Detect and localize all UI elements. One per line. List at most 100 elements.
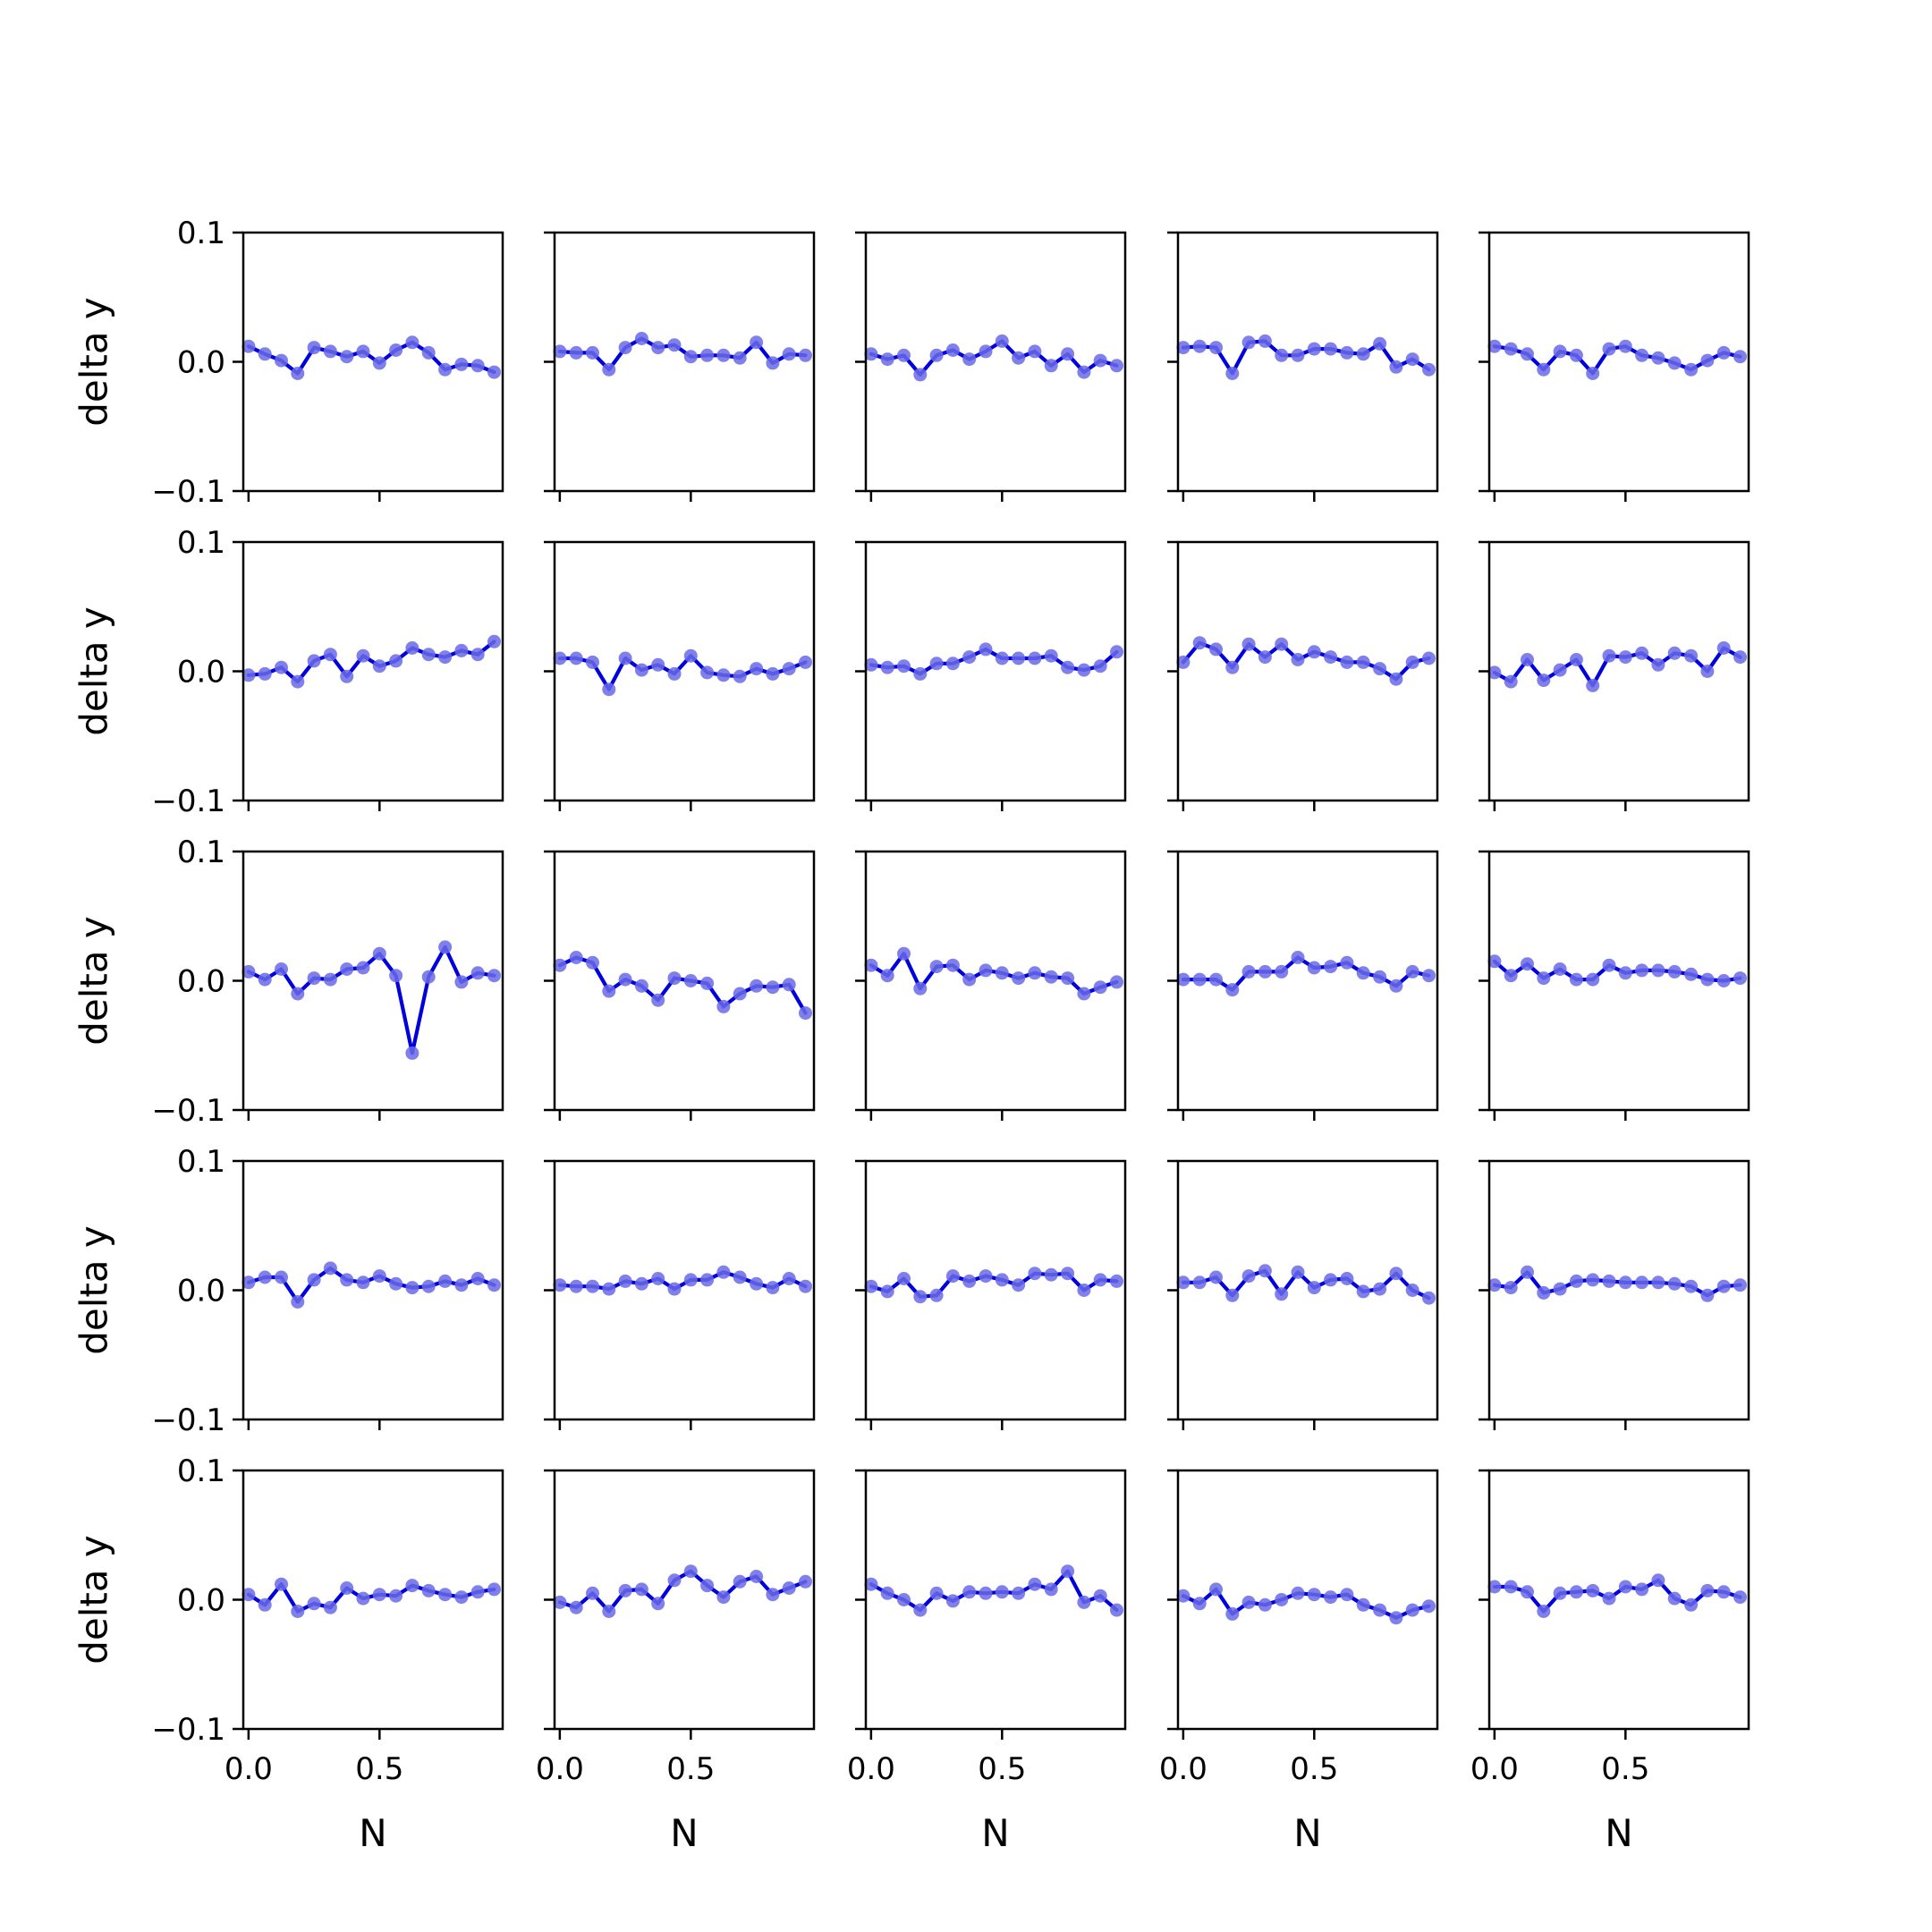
y-tick-label: −0.1 (151, 474, 225, 510)
y-tick-label: 0.1 (177, 216, 225, 251)
data-point (1340, 1272, 1354, 1285)
data-point (945, 958, 960, 972)
subplot-r4-c5 (1479, 1159, 1750, 1430)
data-point (1405, 655, 1419, 669)
data-point (1061, 660, 1075, 674)
y-tick-label: 0.1 (177, 1144, 225, 1180)
data-point (929, 657, 944, 671)
data-point (634, 663, 648, 677)
data-point (634, 1582, 648, 1597)
data-point (405, 335, 419, 350)
data-point (291, 1295, 305, 1309)
subplot-r2-c1: −0.1 0.0 0.1 delta y (72, 525, 504, 819)
data-point (372, 1588, 386, 1602)
x-axis-label: N (670, 1811, 698, 1855)
data-point (389, 654, 403, 668)
data-point (683, 648, 698, 663)
data-point (438, 362, 453, 377)
data-point (1521, 1265, 1534, 1279)
data-point (1093, 980, 1107, 995)
data-point (1356, 1284, 1370, 1299)
x-tick-label: 0.0 (847, 1751, 895, 1787)
x-tick-label: 0.5 (1290, 1751, 1338, 1787)
data-point (799, 1006, 812, 1021)
series-line (1492, 344, 1742, 376)
data-point (683, 974, 698, 987)
subplot-r1-c2 (544, 231, 816, 502)
data-point (1651, 657, 1665, 672)
data-point (291, 367, 305, 380)
series-line (246, 1582, 496, 1614)
data-point (258, 972, 272, 987)
data-point (1176, 972, 1191, 987)
data-point (1405, 964, 1419, 979)
x-axis-label: N (359, 1811, 386, 1855)
data-point (1389, 1611, 1403, 1625)
series-line (1492, 1270, 1742, 1298)
data-point (1684, 648, 1699, 663)
data-point (766, 980, 780, 995)
subplot-r4-c2 (544, 1159, 816, 1430)
data-point (1241, 1595, 1256, 1609)
data-point (340, 350, 354, 364)
data-point (340, 1581, 354, 1595)
data-point (864, 347, 878, 361)
data-point (1324, 1590, 1338, 1605)
data-point (634, 332, 648, 345)
subplot-r5-c4: 0.0 0.5 N (1159, 1469, 1439, 1855)
data-point (995, 334, 1009, 348)
series-line (869, 647, 1119, 676)
data-point (1586, 678, 1600, 692)
data-point (766, 356, 780, 370)
data-point (979, 642, 993, 657)
data-point (1356, 655, 1370, 669)
data-point (389, 343, 403, 357)
data-point (700, 665, 715, 680)
data-point (470, 648, 485, 662)
data-point (945, 343, 960, 357)
data-point (1028, 1577, 1042, 1591)
data-point (913, 1603, 928, 1617)
data-point (799, 1279, 812, 1293)
data-point (1291, 951, 1305, 964)
data-point (1176, 655, 1191, 669)
data-point (634, 979, 648, 993)
data-point (1061, 1564, 1075, 1579)
data-point (1521, 653, 1534, 666)
data-point (913, 666, 928, 681)
data-point (683, 1564, 698, 1579)
data-point (405, 1281, 419, 1295)
data-point (372, 659, 386, 674)
data-point (569, 345, 583, 360)
data-point (291, 1605, 305, 1618)
series-line (246, 640, 496, 684)
data-point (1700, 972, 1715, 987)
data-point (945, 1269, 960, 1284)
y-axis-label: delta y (72, 297, 116, 427)
data-point (553, 344, 567, 359)
data-point (1651, 963, 1665, 978)
data-point (1569, 1585, 1583, 1599)
series-line (869, 952, 1119, 996)
data-point (1192, 1597, 1207, 1611)
data-point (700, 1579, 715, 1593)
data-point (1667, 356, 1682, 370)
data-point (1307, 1281, 1321, 1295)
data-point (1093, 659, 1107, 674)
data-point (1521, 347, 1534, 361)
series-line (1492, 646, 1742, 688)
data-point (1307, 961, 1321, 975)
data-point (1028, 966, 1042, 980)
data-point (1258, 1264, 1272, 1278)
data-point (356, 961, 370, 975)
data-point (487, 969, 501, 983)
series-line (557, 336, 808, 372)
data-point (799, 1574, 812, 1589)
data-point (1569, 653, 1583, 666)
axes-frame (1176, 540, 1439, 802)
data-point (470, 1585, 485, 1599)
data-point (864, 1279, 878, 1293)
data-point (1487, 1580, 1502, 1594)
y-tick-label: 0.0 (177, 655, 225, 691)
